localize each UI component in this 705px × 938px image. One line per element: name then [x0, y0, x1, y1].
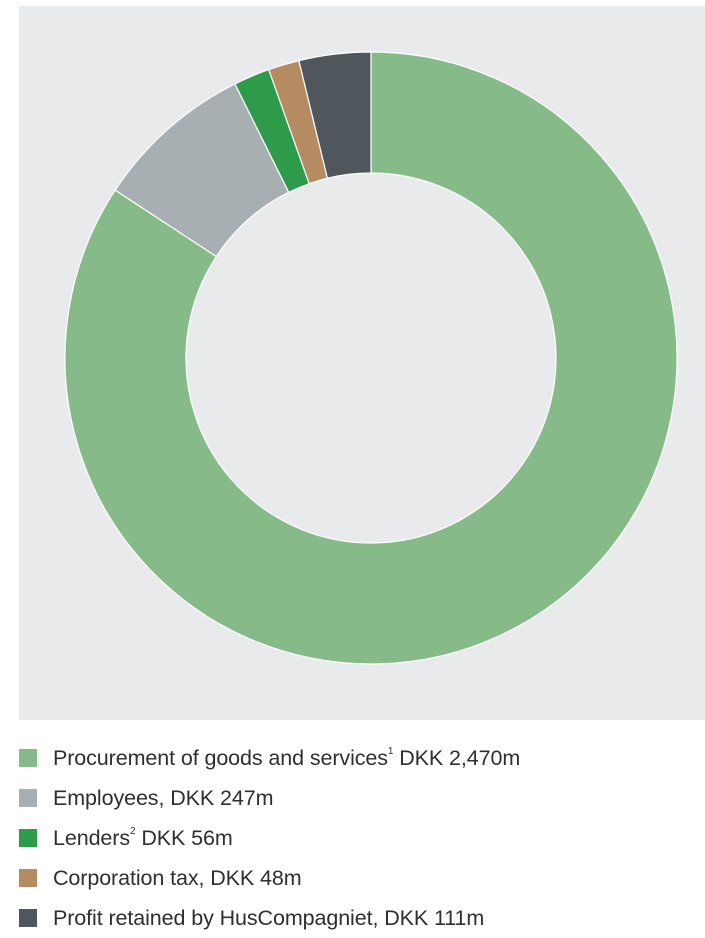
legend-item-corporation-tax: Corporation tax, DKK 48m [19, 858, 705, 898]
legend-label-lenders: Lenders2 DKK 56m [53, 825, 233, 850]
legend-swatch-corporation-tax [19, 869, 37, 887]
donut-chart [64, 51, 678, 665]
legend-swatch-employees [19, 789, 37, 807]
legend-item-procurement: Procurement of goods and services1 DKK 2… [19, 738, 705, 778]
legend-label-corporation-tax: Corporation tax, DKK 48m [53, 865, 302, 890]
legend-item-employees: Employees, DKK 247m [19, 778, 705, 818]
legend-item-lenders: Lenders2 DKK 56m [19, 818, 705, 858]
donut-slice-procurement [64, 51, 678, 665]
legend-label-profit-retained: Profit retained by HusCompagniet, DKK 11… [53, 905, 485, 930]
chart-panel [19, 6, 705, 720]
legend-label-procurement: Procurement of goods and services1 DKK 2… [53, 745, 521, 770]
legend-swatch-lenders [19, 829, 37, 847]
legend-label-employees: Employees, DKK 247m [53, 785, 274, 810]
legend-item-profit-retained: Profit retained by HusCompagniet, DKK 11… [19, 898, 705, 938]
legend-swatch-procurement [19, 749, 37, 767]
donut-slice-profit-retained [298, 51, 372, 179]
legend-swatch-profit-retained [19, 909, 37, 927]
legend: Procurement of goods and services1 DKK 2… [19, 738, 705, 938]
